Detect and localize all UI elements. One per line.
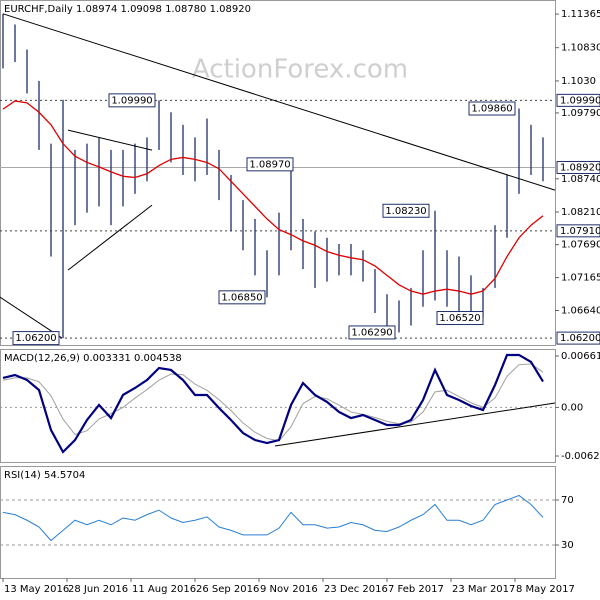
- x-tick-label: 23 Dec 2016: [324, 584, 388, 595]
- x-tick-label: 11 Aug 2016: [132, 584, 196, 595]
- annotation-label: 1.09860: [471, 104, 512, 115]
- y-tick-label: 0.00: [561, 402, 583, 413]
- annotation-box: [108, 93, 156, 108]
- level-box: [556, 93, 600, 107]
- y-tick-label: 1.10830: [561, 43, 600, 54]
- y-tick-label: 1.08210: [561, 207, 600, 218]
- annotation-box: [12, 331, 60, 346]
- x-tick-label: 26 Sep 2016: [196, 584, 259, 595]
- level-label: 1.06200: [560, 333, 600, 344]
- y-tick-label: 1.06640: [561, 306, 600, 317]
- annotation-box: [436, 311, 484, 326]
- x-tick-label: 9 Nov 2016: [260, 584, 318, 595]
- annotation-box: [246, 157, 294, 172]
- x-tick-label: 23 Mar 2017: [452, 584, 515, 595]
- last-price-label: 1.08920: [560, 162, 600, 173]
- y-tick-label: -0.00626: [561, 451, 600, 462]
- chart-title: RSI(14) 54.5704: [4, 470, 85, 481]
- rsi-line: [2, 494, 544, 542]
- y-tick-label: 30: [561, 540, 574, 551]
- level-box: [556, 224, 600, 238]
- annotation-box: [468, 101, 516, 116]
- panel-frame: [0, 466, 556, 579]
- macd-line: [2, 353, 544, 454]
- annotation-label: 1.06520: [439, 313, 480, 324]
- annotation-box: [348, 325, 396, 340]
- trendline: [67, 129, 153, 151]
- trendline: [2, 13, 556, 191]
- watermark: ActionForex.com: [192, 55, 408, 85]
- annotation-label: 1.08970: [249, 159, 290, 170]
- y-tick-label: 0.006618: [561, 351, 600, 362]
- panel-frame: [0, 349, 556, 463]
- panel-frame: [0, 0, 556, 346]
- y-tick-label: 1.07690: [561, 240, 600, 251]
- annotation-label: 1.06200: [15, 333, 56, 344]
- annotation-label: 1.08230: [385, 206, 426, 217]
- annotation-label: 1.09990: [111, 95, 152, 106]
- level-label: 1.07910: [560, 226, 600, 237]
- trendline: [67, 204, 153, 271]
- x-tick-label: 13 May 2016: [4, 584, 69, 595]
- chart-title: MACD(12,26,9) 0.003331 0.004538: [4, 353, 182, 364]
- trendline: [274, 402, 556, 447]
- last-price-box: [556, 160, 600, 174]
- x-tick-label: 28 Jun 2016: [68, 584, 128, 595]
- level-label: 1.09990: [560, 95, 600, 106]
- signal-line: [2, 363, 544, 442]
- annotation-box: [382, 203, 430, 218]
- y-tick-label: 1.11365: [561, 9, 600, 20]
- y-tick-label: 1.09790: [561, 108, 600, 119]
- y-tick-label: 1.1030: [561, 76, 596, 87]
- annotation-label: 1.06850: [221, 292, 262, 303]
- annotation-label: 1.06290: [351, 327, 392, 338]
- y-tick-label: 1.08740: [561, 174, 600, 185]
- annotation-box: [218, 290, 266, 305]
- chart-title: EURCHF,Daily 1.08974 1.09098 1.08780 1.0…: [4, 4, 251, 15]
- moving-average: [2, 100, 544, 295]
- level-box: [556, 331, 600, 345]
- x-tick-label: 7 Feb 2017: [388, 584, 444, 595]
- y-tick-label: 70: [561, 495, 574, 506]
- y-tick-label: 1.07165: [561, 273, 600, 284]
- x-tick-label: 8 May 2017: [516, 584, 575, 595]
